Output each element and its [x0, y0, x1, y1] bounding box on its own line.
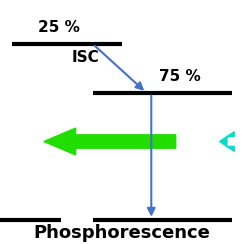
Text: 25 %: 25 %: [38, 20, 80, 35]
Text: 75 %: 75 %: [159, 69, 200, 83]
FancyArrow shape: [44, 128, 176, 155]
FancyArrow shape: [220, 132, 234, 151]
Text: Phosphorescence: Phosphorescence: [34, 224, 210, 242]
Text: ISC: ISC: [71, 50, 99, 65]
